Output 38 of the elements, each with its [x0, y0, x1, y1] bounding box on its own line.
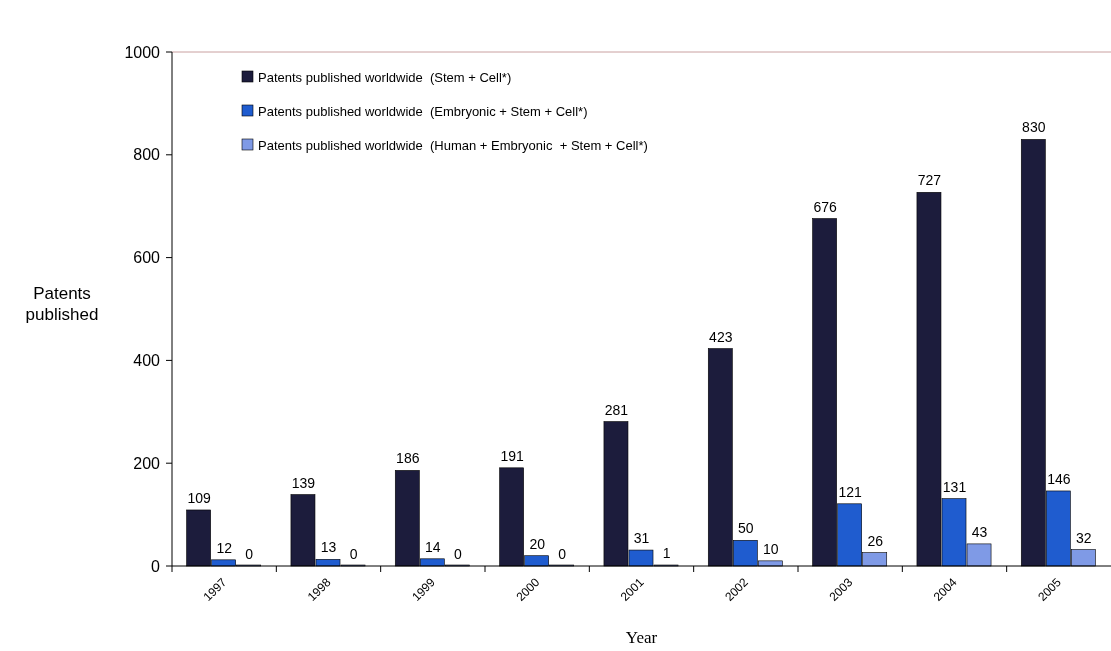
- data-label: 0: [558, 546, 567, 562]
- data-label: 43: [971, 523, 988, 540]
- y-axis-title: Patents published: [25, 284, 99, 324]
- data-label: 0: [453, 546, 462, 562]
- data-label: 121: [838, 483, 863, 500]
- y-tick-label: 1000: [124, 43, 161, 61]
- data-label: 109: [187, 489, 212, 506]
- legend-label: Patents published worldwide (Embryonic + Stem + Cell*): [258, 103, 588, 119]
- data-label: 20: [529, 535, 546, 552]
- data-label: 281: [604, 401, 629, 418]
- data-label: 727: [917, 172, 942, 189]
- data-label: 0: [349, 546, 358, 562]
- data-label: 676: [813, 198, 838, 215]
- data-label: 423: [709, 328, 733, 345]
- data-label: 32: [1076, 529, 1092, 546]
- data-label: 26: [867, 532, 884, 549]
- data-label: 191: [500, 447, 525, 464]
- y-tick-label: 0: [151, 557, 161, 575]
- data-label: 830: [1022, 119, 1046, 136]
- legend-label: Patents published worldwide (Stem + Cell*): [258, 69, 512, 85]
- data-label: 139: [291, 474, 316, 491]
- legend-label: Patents published worldwide (Human + Embryonic + Stem + Cell*): [258, 137, 648, 153]
- x-axis-title: Year: [625, 628, 658, 647]
- data-label: 14: [425, 538, 441, 555]
- data-label: 31: [633, 530, 650, 547]
- data-label: 13: [320, 539, 337, 556]
- data-label: 1: [662, 545, 671, 562]
- data-label: 186: [396, 450, 420, 467]
- data-label: 50: [738, 520, 754, 537]
- y-tick-label: 200: [133, 454, 161, 472]
- data-label: 146: [1047, 470, 1071, 487]
- data-label: 10: [763, 540, 779, 557]
- data-label: 131: [942, 478, 967, 495]
- data-label: 0: [245, 546, 254, 562]
- y-tick-label: 600: [133, 249, 161, 267]
- data-label: 12: [216, 539, 233, 556]
- y-tick-label: 800: [133, 146, 161, 164]
- y-tick-label: 400: [133, 352, 161, 369]
